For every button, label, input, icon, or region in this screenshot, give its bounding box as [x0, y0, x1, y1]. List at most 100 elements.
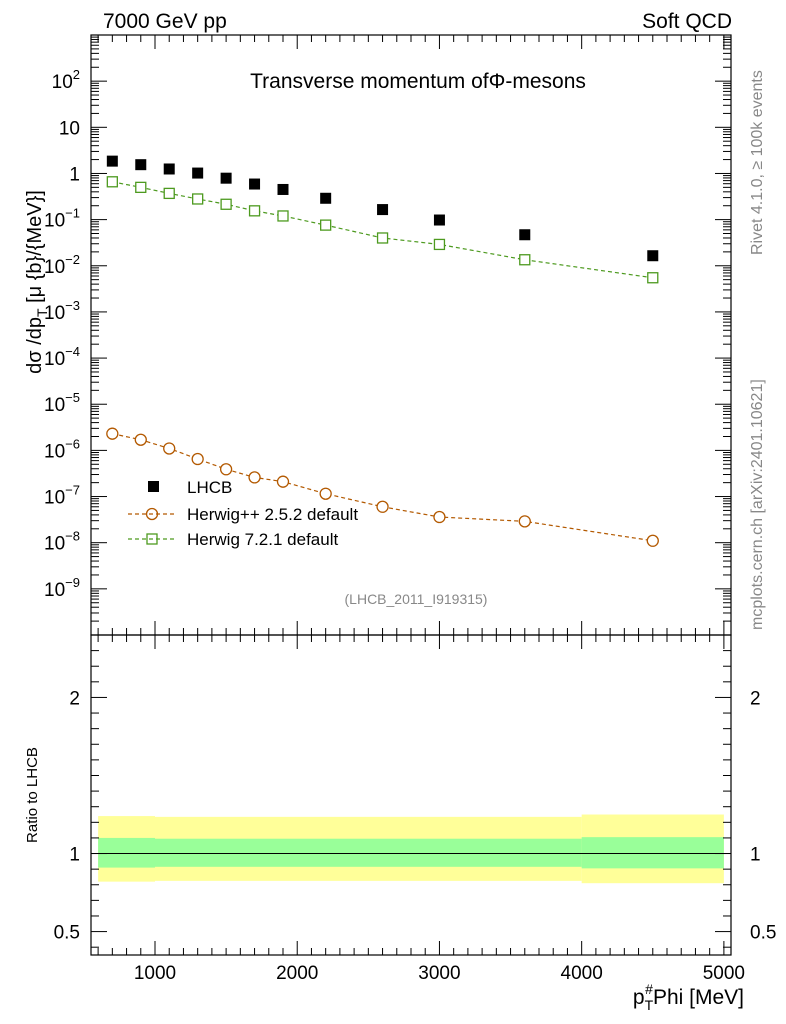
y-axis-label-main: dσ /dp	[24, 317, 46, 374]
data-point-herwig-2-5-2-default	[134, 433, 147, 446]
data-point-herwig-2-5-2-default	[433, 510, 446, 524]
chart-title: Transverse momentum ofΦ-mesons	[250, 70, 586, 93]
analysis-watermark: (LHCB_2011_I919315)	[345, 591, 488, 607]
x-tick-label: 4000	[561, 963, 603, 984]
y-tick-label-base: 10	[52, 72, 73, 93]
x-tick-label: 1000	[134, 963, 176, 984]
mcplots-label: mcplots.cern.ch [arXiv:2401.10621]	[749, 379, 766, 630]
legend-marker-lhcb	[148, 481, 159, 492]
y-tick-label-base: 10	[44, 303, 65, 324]
data-point-herwig-7-2-1-default	[163, 187, 175, 200]
data-point-lhcb	[277, 183, 289, 195]
data-point-herwig-2-5-2-default	[319, 487, 332, 500]
ratio-axis-label: Ratio to LHCB	[24, 747, 41, 843]
legend-label-herwigpp: Herwig++ 2.5.2 default	[187, 505, 358, 524]
y-tick-label: 102	[52, 67, 80, 93]
data-point-herwig-7-2-1-default	[106, 176, 118, 188]
data-point-lhcb	[192, 167, 204, 179]
data-point-lhcb	[320, 192, 332, 204]
y-tick-label-base: 10	[44, 580, 65, 601]
y-tick-label: 10−4	[44, 344, 80, 370]
ratio-tick-labels: 0.5 0.5 1 1 2 2	[54, 688, 777, 943]
y-tick-labels: 10−910−810−710−610−510−410−310−210−11101…	[44, 67, 80, 601]
data-point-herwig-2-5-2-default	[376, 500, 389, 513]
y-tick-label: 10−1	[44, 206, 80, 232]
x-tick-label: 3000	[418, 963, 460, 984]
y-tick-label-base: 10	[44, 395, 65, 416]
legend-marker-herwig7	[146, 533, 158, 545]
energy-label: 7000 GeV pp	[103, 10, 227, 33]
data-point-lhcb	[519, 229, 531, 241]
data-point-lhcb	[220, 172, 232, 184]
data-point-herwig-7-2-1-default	[647, 272, 659, 284]
y-tick-label-base: 10	[59, 118, 80, 139]
data-point-herwig-7-2-1-default	[192, 193, 204, 205]
x-tick-label: 2000	[276, 963, 318, 984]
data-point-lhcb	[433, 214, 445, 226]
data-point-herwig-2-5-2-default	[276, 475, 290, 488]
x-tick-label: 5000	[703, 963, 745, 984]
y-tick-label-exp: −7	[65, 483, 80, 498]
x-tick-labels: 1000 2000 3000 4000 5000	[134, 963, 745, 984]
data-point-lhcb	[106, 155, 118, 167]
category-label: Soft QCD	[642, 10, 732, 33]
y-tick-label-exp: −6	[65, 436, 80, 451]
ratio-plot-frame	[90, 634, 732, 956]
data-point-herwig-7-2-1-default	[433, 238, 446, 251]
data-point-lhcb	[377, 204, 389, 216]
legend-marker-herwigpp	[145, 507, 159, 521]
y-tick-label: 10−2	[44, 252, 80, 278]
x-axis-label-sub: T	[645, 997, 654, 1013]
data-point-herwig-7-2-1-default	[277, 210, 289, 222]
y-axis-label-sub: T	[34, 308, 50, 317]
ratio-tick-label: 2	[69, 688, 80, 709]
y-tick-label-exp: 2	[73, 67, 80, 82]
y-tick-label-exp: −1	[65, 206, 80, 221]
legend-label-lhcb: LHCB	[187, 478, 232, 497]
y-axis-label: dσ /dpT [μ {b}/{MeV}]	[24, 190, 50, 374]
ratio-band-inner-0	[98, 837, 155, 868]
ratio-tick-label-right: 0.5	[750, 923, 776, 944]
axis-ticks	[91, 35, 731, 955]
ratio-tick-label-right: 2	[750, 688, 761, 709]
data-point-herwig-7-2-1-default	[248, 205, 261, 217]
y-tick-label: 1	[69, 164, 80, 185]
data-point-herwig-7-2-1-default	[135, 181, 147, 194]
y-tick-label-base: 10	[44, 211, 65, 232]
y-tick-label-exp: −3	[65, 298, 80, 313]
data-point-herwig-2-5-2-default	[646, 534, 659, 547]
y-tick-label-base: 10	[44, 488, 65, 509]
y-axis-label-tail: [μ {b}/{MeV}]	[24, 190, 46, 308]
ratio-band-inner-1	[155, 838, 582, 867]
data-point-herwig-7-2-1-default	[320, 219, 332, 231]
series-line-herwig-2-5-2-default	[112, 433, 653, 542]
data-point-herwig-2-5-2-default	[191, 452, 204, 466]
data-point-lhcb	[163, 163, 175, 175]
ratio-tick-label-right: 1	[750, 845, 761, 866]
y-tick-label-base: 10	[44, 441, 65, 462]
x-axis-label: pT#Phi [MeV]	[633, 981, 744, 1013]
y-tick-label: 10−3	[44, 298, 80, 324]
y-tick-label: 10−7	[44, 483, 80, 509]
legend-label-herwig7: Herwig 7.2.1 default	[187, 530, 338, 549]
y-tick-label-base: 10	[44, 349, 65, 370]
y-tick-label: 10−6	[44, 436, 80, 462]
y-tick-label-exp: −9	[65, 575, 80, 590]
y-tick-label: 10−9	[44, 575, 80, 601]
series-markers	[106, 155, 659, 547]
ratio-bands	[98, 814, 724, 884]
data-point-lhcb	[647, 250, 659, 262]
data-point-lhcb	[135, 159, 147, 171]
data-point-herwig-2-5-2-default	[518, 515, 531, 528]
y-tick-label-exp: −4	[65, 344, 80, 359]
ratio-tick-label: 1	[69, 845, 80, 866]
ratio-tick-label: 0.5	[54, 923, 80, 944]
data-point-herwig-7-2-1-default	[220, 198, 232, 210]
y-tick-label: 10−5	[44, 390, 80, 416]
y-tick-label-base: 10	[44, 534, 65, 555]
y-tick-label-exp: −5	[65, 390, 80, 405]
rivet-version-label: Rivet 4.1.0, ≥ 100k events	[749, 70, 766, 255]
data-point-herwig-2-5-2-default	[248, 471, 261, 484]
data-point-herwig-2-5-2-default	[106, 427, 119, 440]
